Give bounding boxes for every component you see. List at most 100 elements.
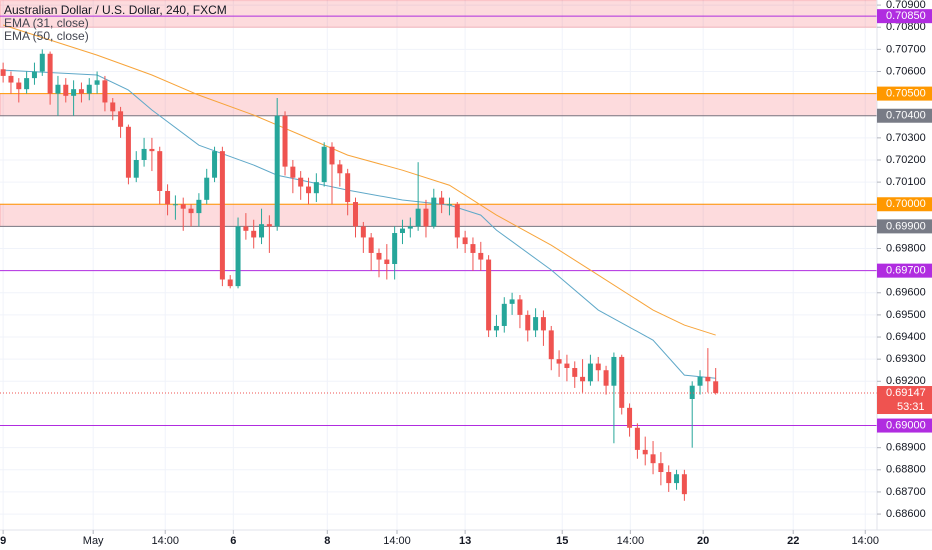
candle-body xyxy=(509,299,515,304)
legend-entry: EMA (50, close) xyxy=(4,29,89,43)
candle-body xyxy=(611,356,617,386)
x-tick-label: 8 xyxy=(324,535,330,547)
candle-body xyxy=(368,237,374,253)
candle-body xyxy=(313,182,319,194)
marks xyxy=(0,24,877,501)
candle-body xyxy=(251,230,257,238)
y-tick-label: 0.70600 xyxy=(886,65,926,77)
candle-body xyxy=(674,474,680,484)
y-tick-label: 0.70300 xyxy=(886,132,926,144)
candle-body xyxy=(548,330,554,360)
candle-body xyxy=(329,146,335,165)
y-tick-label: 0.68700 xyxy=(886,486,926,498)
x-tick-label: 9 xyxy=(0,535,6,547)
candle-body xyxy=(705,376,711,382)
candle-body xyxy=(580,376,586,382)
candle-body xyxy=(212,151,218,178)
last-price-badge xyxy=(877,386,932,415)
candle-body xyxy=(149,148,155,152)
level-badge xyxy=(877,197,932,212)
candle-body xyxy=(446,204,452,206)
x-tick-label: 6 xyxy=(230,535,236,547)
candle-body xyxy=(556,359,562,364)
candle-body xyxy=(345,173,351,203)
countdown-label: 53:31 xyxy=(897,401,925,413)
ema-line xyxy=(3,69,716,379)
candle-body xyxy=(196,199,202,214)
level-label: 0.70000 xyxy=(886,198,926,210)
candle-body xyxy=(462,237,468,245)
candle-body xyxy=(31,71,37,79)
candle-body xyxy=(454,204,460,238)
level-label: 0.69000 xyxy=(886,419,926,431)
candle-body xyxy=(627,407,633,428)
candle-body xyxy=(681,474,687,495)
level-badge xyxy=(877,86,932,101)
y-tick-label: 0.68900 xyxy=(886,442,926,454)
candle-body xyxy=(486,259,492,331)
y-tick-label: 0.70100 xyxy=(886,176,926,188)
candle-body xyxy=(533,317,539,331)
x-tick-label: 14:00 xyxy=(851,535,879,547)
candle-body xyxy=(63,84,69,96)
candle-body xyxy=(713,381,719,394)
candle-body xyxy=(384,259,390,265)
x-tick-label: 13 xyxy=(459,535,471,547)
candle-body xyxy=(658,463,664,473)
candle-body xyxy=(564,363,570,369)
candle-body xyxy=(219,151,225,280)
candle-body xyxy=(282,115,288,167)
candle-body xyxy=(180,204,186,209)
candle-body xyxy=(470,244,476,253)
candle-body xyxy=(399,228,405,234)
candle-body xyxy=(78,89,84,94)
candle-body xyxy=(243,226,249,231)
candle-body xyxy=(188,208,194,214)
candle-body xyxy=(352,202,358,227)
candle-body xyxy=(407,226,413,229)
x-tick-label: 14:00 xyxy=(151,535,179,547)
candle-body xyxy=(172,204,178,206)
candle-body xyxy=(493,325,499,331)
candle-body xyxy=(376,252,382,260)
y-tick-label: 0.69600 xyxy=(886,287,926,299)
candle-body xyxy=(8,75,14,83)
candle-body xyxy=(110,102,116,112)
candle-body xyxy=(689,385,695,399)
candle-body xyxy=(587,363,593,382)
candle-body xyxy=(697,376,703,386)
candle-body xyxy=(0,69,6,76)
x-tick-label: 20 xyxy=(697,535,709,547)
candle-body xyxy=(603,370,609,386)
candle-body xyxy=(306,186,312,194)
candle-body xyxy=(572,368,578,377)
candle-body xyxy=(204,177,210,200)
candle-body xyxy=(118,111,124,127)
candle-body xyxy=(595,363,601,371)
candle-body xyxy=(517,299,523,315)
candle-body xyxy=(141,148,147,160)
y-tick-label: 0.69800 xyxy=(886,242,926,254)
candle-body xyxy=(439,197,445,205)
level-badge xyxy=(877,418,932,433)
candle-body xyxy=(642,449,648,455)
candle-body xyxy=(619,356,625,408)
candle-body xyxy=(94,80,100,85)
last-price-label: 0.69147 xyxy=(886,387,926,399)
y-tick-label: 0.70900 xyxy=(886,0,926,11)
candle-body xyxy=(478,252,484,260)
level-label: 0.69900 xyxy=(886,220,926,232)
level-label: 0.69700 xyxy=(886,265,926,277)
candle-body xyxy=(423,208,429,227)
candle-body xyxy=(259,224,265,238)
candle-body xyxy=(321,146,327,183)
zone xyxy=(0,0,878,28)
level-badge xyxy=(877,108,932,123)
candle-body xyxy=(102,80,108,103)
candle-body xyxy=(525,314,531,331)
candle-body xyxy=(540,317,546,331)
